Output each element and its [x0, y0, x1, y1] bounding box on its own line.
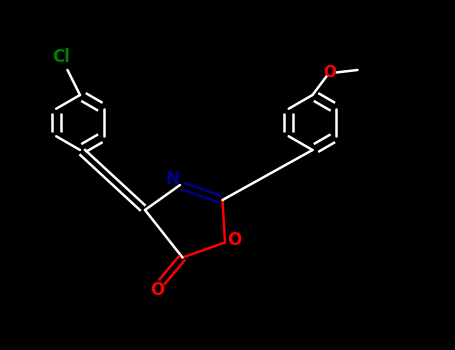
Text: Cl: Cl [53, 48, 71, 66]
Text: O: O [151, 281, 165, 299]
Text: N: N [166, 170, 179, 188]
Text: O: O [227, 231, 241, 249]
Text: O: O [324, 65, 337, 80]
